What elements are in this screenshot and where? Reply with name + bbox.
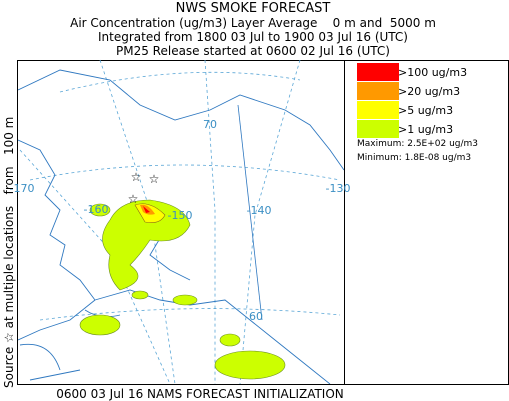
svg-text:☆: ☆ [131, 170, 142, 184]
minimum: Minimum: 1.8E-08 ug/m3 [357, 153, 471, 163]
subtitle: Integrated from 1800 03 Jul to 1900 03 J… [98, 30, 408, 44]
legend-swatch [357, 101, 399, 119]
longitude-label: -140 [247, 204, 272, 217]
longitude-label: -160 [84, 203, 109, 216]
legend: >100 ug/m3 >20 ug/m3 >5 ug/m3 >1 ug/m3 [357, 63, 467, 138]
title: NWS SMOKE FORECAST [176, 1, 331, 16]
smoke-plume [79, 199, 286, 380]
footer: 0600 03 Jul 16 NAMS FORECAST INITIALIZAT… [56, 387, 344, 401]
latitude-label: 70 [203, 118, 217, 131]
longitude-label: -150 [168, 209, 193, 222]
source-label: Source ☆ at multiple locations from 100 … [2, 117, 16, 388]
coastline [18, 69, 344, 384]
legend-swatch [357, 63, 399, 81]
legend-swatch [357, 120, 399, 138]
svg-text:☆: ☆ [128, 192, 139, 206]
legend-label: >100 ug/m3 [398, 66, 467, 79]
legend-label: >5 ug/m3 [398, 104, 453, 117]
maximum: Maximum: 2.5E+02 ug/m3 [357, 139, 478, 149]
legend-label: >1 ug/m3 [398, 123, 453, 136]
subtitle: PM25 Release started at 0600 02 Jul 16 (… [116, 44, 390, 58]
legend-swatch [357, 82, 399, 100]
svg-text:☆: ☆ [149, 172, 160, 186]
legend-label: >20 ug/m3 [398, 85, 460, 98]
subtitle: Air Concentration (ug/m3) Layer Average … [70, 16, 436, 30]
longitude-label: -130 [326, 182, 351, 195]
source-markers: ☆ ☆ ☆ [128, 170, 160, 206]
map-labels: -170 -160 -150 -140 -130 70 60 [10, 118, 351, 323]
longitude-label: -170 [10, 182, 35, 195]
latitude-label: 60 [249, 310, 263, 323]
